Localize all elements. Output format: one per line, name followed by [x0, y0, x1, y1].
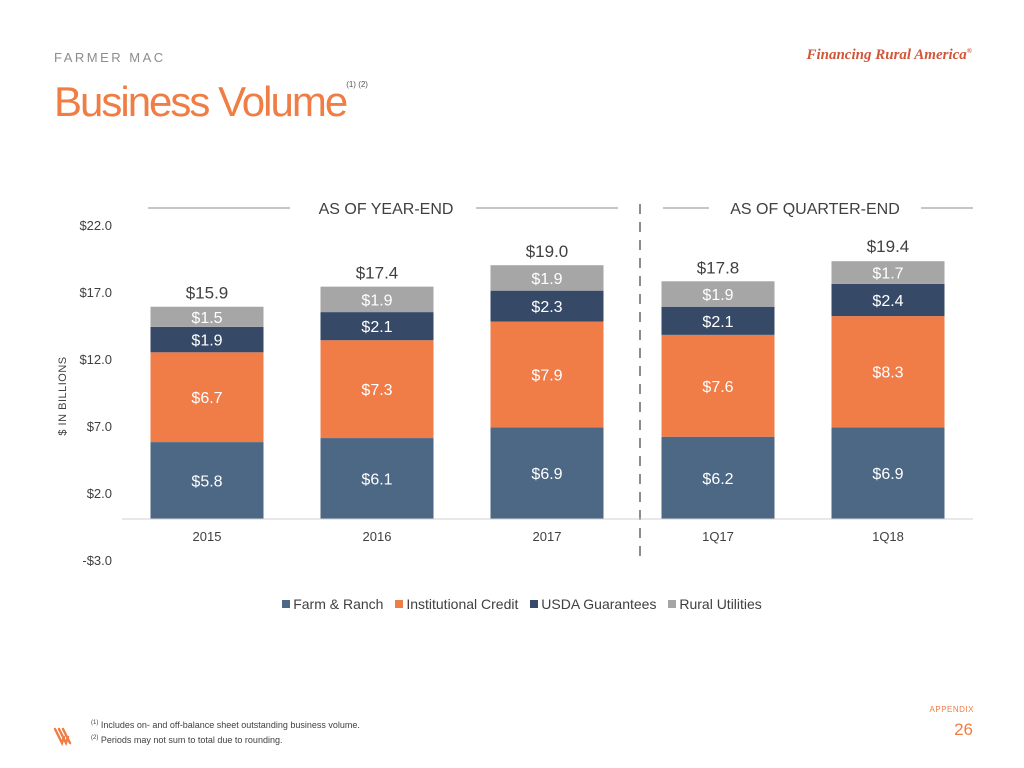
footnote-2-ref: (2)	[91, 735, 99, 741]
bar-segment	[661, 436, 775, 519]
x-tick-label: 2015	[193, 529, 222, 544]
bar-segment	[150, 352, 264, 443]
bar-value-label: $2.1	[361, 319, 392, 336]
x-axis: 2015 2016 2017 1Q17 1Q18	[193, 529, 904, 544]
footnote-1-text: Includes on- and off-balance sheet outst…	[100, 720, 360, 730]
bar-value-label: $2.1	[702, 314, 733, 331]
bar-value-label: $6.7	[191, 390, 222, 407]
page-number: 26	[954, 720, 973, 739]
legend-label: Rural Utilities	[679, 596, 762, 612]
bar-segment	[831, 427, 945, 519]
legend-swatch	[282, 600, 291, 608]
section-label-year-end: AS OF YEAR-END	[319, 201, 454, 218]
bar-segment	[320, 340, 434, 439]
bar-value-label: $7.6	[702, 379, 733, 396]
farmer-mac-logo-icon	[53, 727, 72, 746]
legend-label: Institutional Credit	[406, 596, 519, 612]
bar-segment	[831, 261, 945, 284]
bar-value-label: $5.8	[191, 474, 222, 491]
bar-value-label: $6.1	[361, 472, 392, 489]
bar-value-label: $1.5	[191, 310, 222, 327]
bar-value-label: $2.3	[531, 299, 562, 316]
page-title-text: Business Volume	[54, 78, 348, 125]
bar-value-label: $7.3	[361, 382, 392, 399]
bars: $5.8 $6.7 $1.9 $1.5 $15.9 $6.1 $7.3 $2.1 $1.9 $17…	[150, 237, 945, 519]
x-tick-label: 1Q17	[702, 529, 734, 544]
legend-institutional-credit: Institutional Credit	[395, 596, 518, 612]
bar-segment	[320, 286, 434, 313]
page-title: Business Volume(1) (2)	[54, 78, 368, 126]
bar-value-label: $1.9	[191, 333, 222, 350]
bar-value-label: $6.2	[702, 471, 733, 488]
brand-name: FARMER MAC	[54, 50, 166, 65]
bar-segment	[661, 281, 775, 307]
bar-total-label: $15.9	[186, 284, 229, 303]
footnote-2: (2) Periods may not sum to total due to …	[91, 732, 360, 747]
y-tick-label: -$3.0	[82, 553, 112, 568]
x-tick-label: 1Q18	[872, 529, 904, 544]
footnote-1: (1) Includes on- and off-balance sheet o…	[91, 717, 360, 732]
bar-segment	[490, 290, 604, 322]
bar-segment	[831, 283, 945, 317]
bar-value-label: $1.9	[702, 287, 733, 304]
chart-legend: Farm & Ranch Institutional Credit USDA G…	[0, 596, 1024, 612]
footnote-1-ref: (1)	[91, 720, 99, 726]
bar-segment	[490, 265, 604, 291]
legend-farm-ranch: Farm & Ranch	[282, 596, 383, 612]
bar-segment	[661, 334, 775, 437]
footnote-2-text: Periods may not sum to total due to roun…	[100, 735, 283, 745]
bar-value-label: $2.4	[872, 293, 903, 310]
y-tick-label: $2.0	[87, 486, 112, 501]
section-headers: AS OF YEAR-END AS OF QUARTER-END	[148, 201, 973, 562]
title-footnote-refs: (1) (2)	[346, 80, 368, 89]
legend-swatch	[395, 600, 404, 608]
y-axis: -$3.0 $2.0 $7.0 $12.0 $17.0 $22.0	[79, 218, 112, 568]
bar-value-label: $8.3	[872, 365, 903, 382]
y-axis-title: $ IN BILLIONS	[57, 356, 69, 435]
tagline: Financing Rural America®	[806, 47, 972, 64]
business-volume-chart: AS OF YEAR-END AS OF QUARTER-END -$3.0 $2…	[57, 201, 973, 568]
legend-usda-guarantees: USDA Guarantees	[530, 596, 656, 612]
bar-total-label: $17.4	[356, 264, 399, 283]
tagline-text: Financing Rural America	[806, 47, 967, 63]
legend-label: Farm & Ranch	[293, 596, 384, 612]
bar-segment	[490, 321, 604, 428]
legend-swatch	[668, 600, 677, 608]
y-tick-label: $12.0	[79, 352, 112, 367]
y-tick-label: $17.0	[79, 285, 112, 300]
bar-segment	[150, 442, 264, 519]
bar-value-label: $7.9	[531, 367, 562, 384]
bar-value-label: $6.9	[872, 466, 903, 483]
y-tick-label: $22.0	[79, 218, 112, 233]
bar-total-label: $17.8	[697, 258, 740, 277]
bar-segment	[150, 306, 264, 327]
bar-value-label: $1.9	[531, 271, 562, 288]
appendix-label: APPENDIX	[929, 705, 974, 714]
registered-mark: ®	[966, 47, 972, 55]
bar-total-label: $19.4	[867, 237, 910, 256]
bar-segment	[831, 316, 945, 428]
legend-label: USDA Guarantees	[541, 596, 657, 612]
bar-segment	[320, 438, 434, 519]
bar-value-label: $6.9	[531, 466, 562, 483]
legend-rural-utilities: Rural Utilities	[668, 596, 762, 612]
bar-segment	[320, 312, 434, 341]
bar-value-label: $1.9	[361, 292, 392, 309]
x-tick-label: 2016	[363, 529, 392, 544]
bar-segment	[150, 326, 264, 353]
bar-segment	[490, 427, 604, 519]
y-tick-label: $7.0	[87, 419, 112, 434]
legend-swatch	[530, 600, 539, 608]
section-label-quarter-end: AS OF QUARTER-END	[730, 201, 900, 218]
bar-segment	[661, 306, 775, 335]
bar-total-label: $19.0	[526, 242, 569, 261]
bar-value-label: $1.7	[872, 266, 903, 283]
x-tick-label: 2017	[533, 529, 562, 544]
footnotes: (1) Includes on- and off-balance sheet o…	[91, 717, 360, 747]
